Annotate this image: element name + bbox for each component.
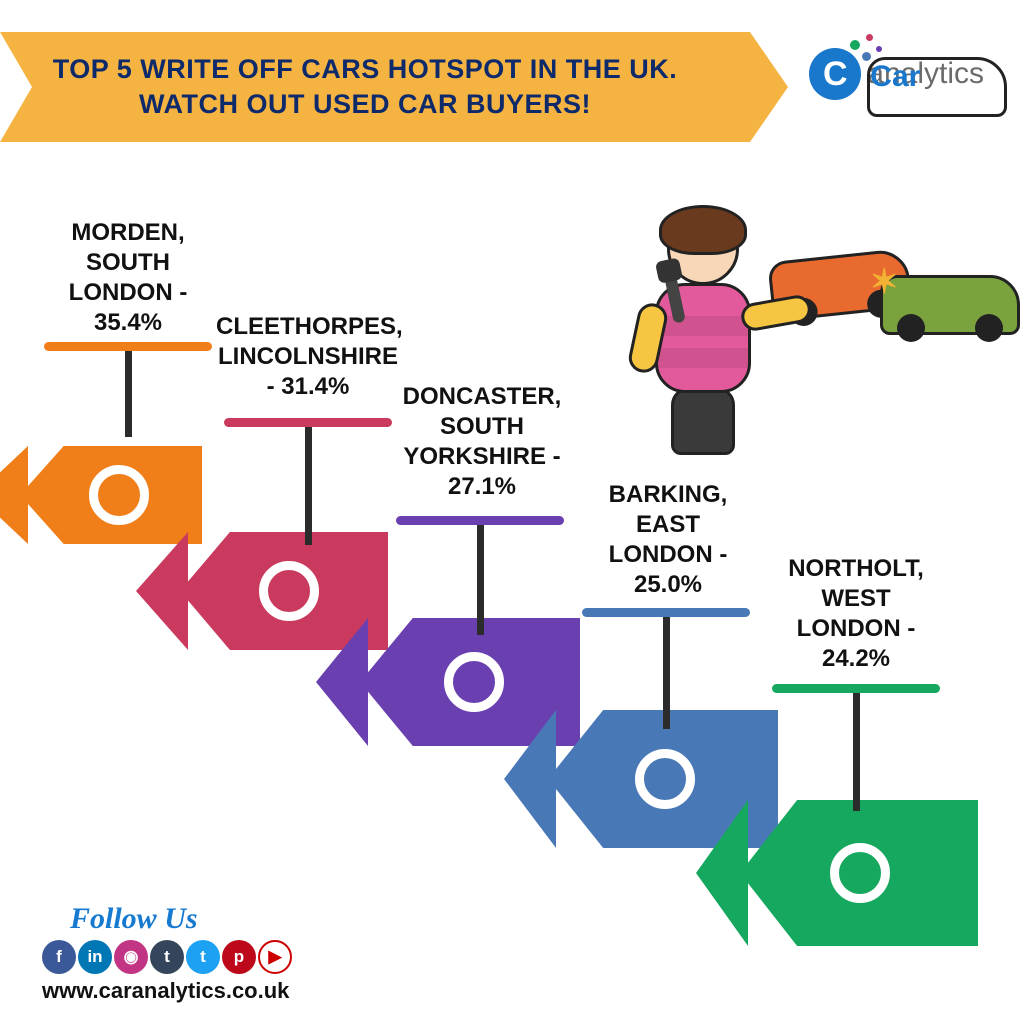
youtube-icon[interactable]: ▶: [258, 940, 292, 974]
linkedin-icon[interactable]: in: [78, 940, 112, 974]
hotspot-label-2: CLEETHORPES,LINCOLNSHIRE- 31.4%: [216, 312, 400, 402]
arrow-step-1: [20, 446, 202, 544]
twitter-icon[interactable]: t: [186, 940, 220, 974]
title-line-2: WATCH OUT USED CAR BUYERS!: [139, 89, 591, 119]
arrow-step-5: [740, 800, 978, 946]
logo-text: Caranalytics: [867, 57, 984, 91]
car-green-icon: [880, 275, 1020, 335]
logo-c-icon: C: [809, 48, 861, 100]
pin-3: [396, 516, 564, 635]
pin-5: [772, 684, 940, 811]
website-url: www.caranalytics.co.uk: [42, 978, 289, 1004]
crash-icon: ✶: [870, 262, 899, 302]
pin-1: [44, 342, 212, 437]
title-text: TOP 5 WRITE OFF CARS HOTSPOT IN THE UK. …: [53, 52, 678, 122]
instagram-icon[interactable]: ◉: [114, 940, 148, 974]
pin-2: [224, 418, 392, 545]
title-line-1: TOP 5 WRITE OFF CARS HOTSPOT IN THE UK.: [53, 54, 678, 84]
social-row: fin◉ttp▶: [42, 940, 292, 974]
facebook-icon[interactable]: f: [42, 940, 76, 974]
hotspot-label-1: MORDEN,SOUTHLONDON -35.4%: [36, 218, 220, 338]
hotspot-label-5: NORTHOLT,WESTLONDON -24.2%: [764, 554, 948, 674]
pin-4: [582, 608, 750, 729]
hotspot-label-3: DONCASTER,SOUTHYORKSHIRE -27.1%: [390, 382, 574, 502]
pinterest-icon[interactable]: p: [222, 940, 256, 974]
hotspot-label-4: BARKING,EASTLONDON -25.0%: [576, 480, 760, 600]
tumblr-icon[interactable]: t: [150, 940, 184, 974]
follow-us-label: Follow Us: [70, 902, 198, 936]
reporter-icon: [615, 205, 790, 465]
title-banner: TOP 5 WRITE OFF CARS HOTSPOT IN THE UK. …: [0, 32, 750, 142]
logo-text-bold: Car: [867, 57, 1007, 117]
brand-logo: C Caranalytics: [809, 48, 984, 100]
